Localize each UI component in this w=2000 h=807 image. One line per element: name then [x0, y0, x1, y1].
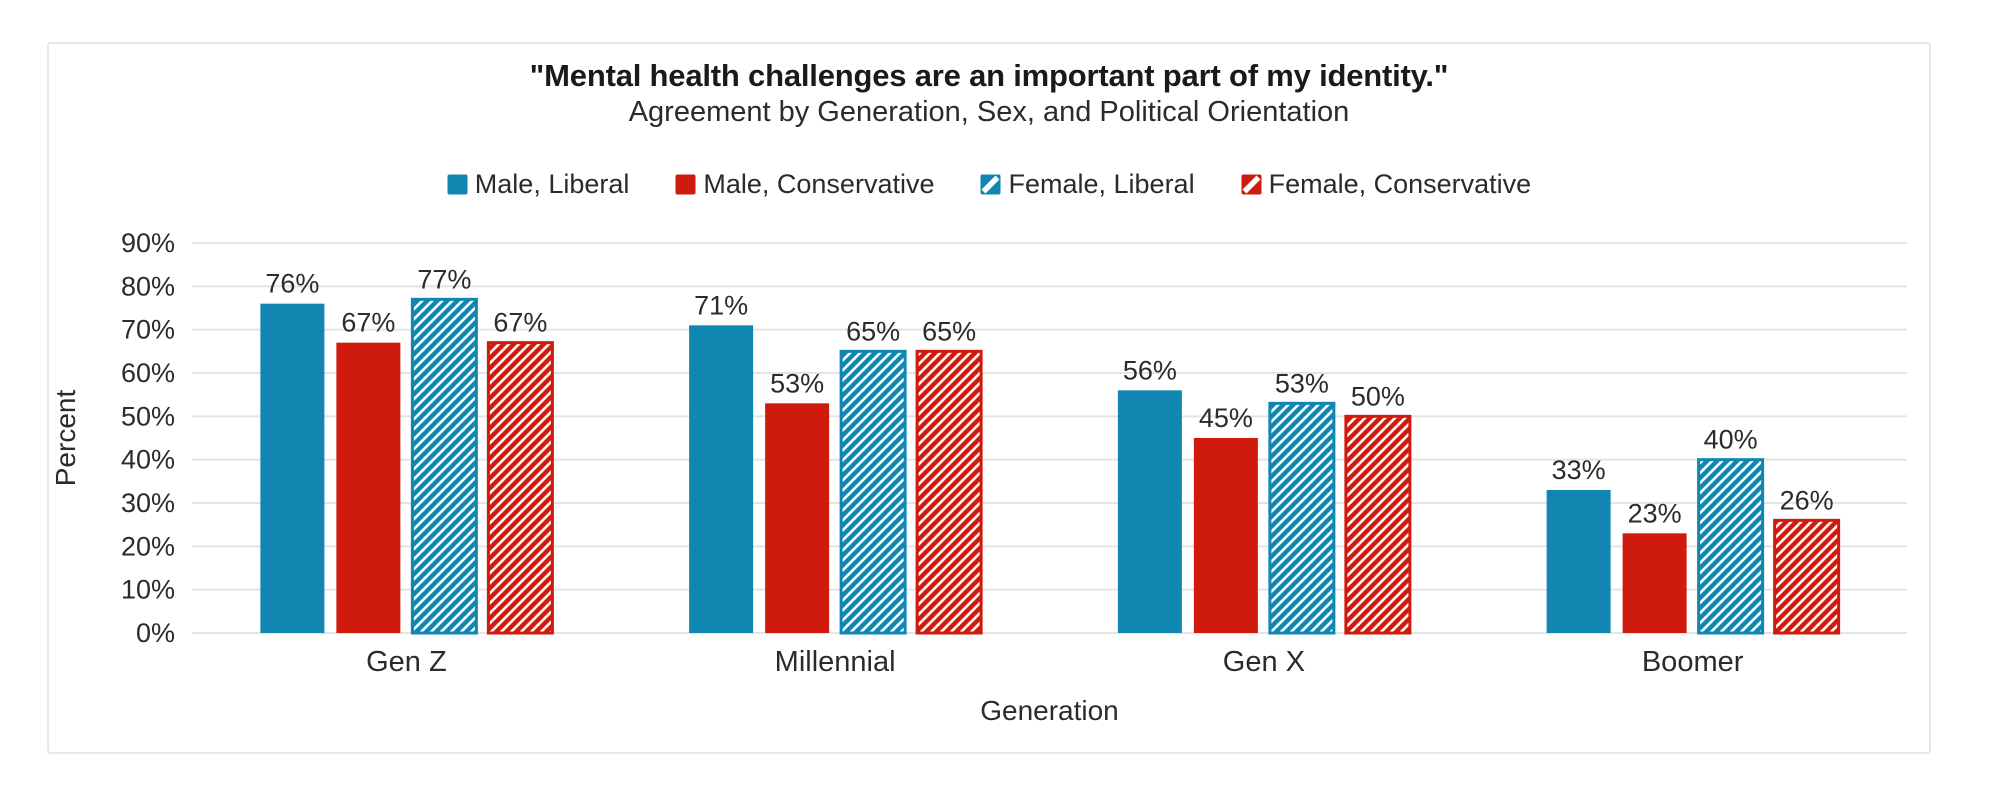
value-label: 77% — [417, 264, 471, 294]
y-tick-label: 80% — [121, 271, 175, 301]
y-tick-label: 0% — [136, 618, 175, 648]
category-label: Boomer — [1642, 646, 1744, 678]
value-label: 53% — [770, 368, 824, 398]
bar-chart-plot: 0% 10% 20% 30% 40% 50% 60% 70% 80% 90% 76% 67% 77% 67… — [50, 228, 1907, 726]
y-tick-label: 70% — [121, 315, 175, 345]
bar — [1697, 458, 1765, 635]
bar — [1268, 401, 1336, 635]
y-tick-label: 50% — [121, 401, 175, 431]
bar — [765, 403, 830, 633]
y-tick-label: 20% — [121, 531, 175, 561]
legend-marker-hatched-icon — [980, 174, 1001, 194]
value-label: 53% — [1275, 368, 1329, 398]
bar — [1773, 518, 1841, 635]
value-label: 71% — [694, 290, 748, 320]
category-label: Gen Z — [366, 646, 447, 678]
bar — [1622, 533, 1687, 633]
value-label: 65% — [846, 316, 900, 346]
value-label: 23% — [1628, 498, 1682, 528]
bar — [839, 349, 907, 635]
chart-title: "Mental health challenges are an importa… — [529, 58, 1449, 93]
value-label: 67% — [493, 308, 547, 338]
value-label: 33% — [1552, 455, 1606, 485]
bar — [486, 341, 554, 635]
value-label: 45% — [1199, 403, 1253, 433]
value-label: 65% — [922, 316, 976, 346]
y-tick-label: 30% — [121, 488, 175, 518]
y-tick-label: 10% — [121, 575, 175, 605]
legend-label: Female, Liberal — [1008, 168, 1195, 199]
chart-card: "Mental health challenges are an importa… — [47, 42, 1931, 754]
value-label: 40% — [1704, 425, 1758, 455]
legend-marker-hatched-icon — [1241, 174, 1262, 194]
y-tick-label: 90% — [121, 228, 175, 258]
x-axis-title: Generation — [980, 695, 1119, 726]
legend-item: Female, Liberal — [980, 168, 1195, 200]
legend-item: Female, Conservative — [1241, 168, 1532, 200]
bar — [260, 303, 325, 633]
legend-marker-solid-icon — [675, 174, 696, 194]
value-label: 67% — [341, 308, 395, 338]
y-tick-label: 40% — [121, 445, 175, 475]
legend-item: Male, Liberal — [447, 168, 630, 200]
y-axis-title: Percent — [50, 390, 81, 487]
chart-legend: Male, Liberal Male, Conservative Female, L… — [49, 169, 1929, 199]
category-label: Millennial — [775, 646, 896, 678]
category-label: Gen X — [1223, 646, 1305, 678]
bar — [1344, 414, 1412, 635]
legend-label: Male, Liberal — [474, 168, 630, 199]
bar — [915, 349, 983, 635]
legend-label: Male, Conservative — [703, 168, 935, 199]
bar — [689, 325, 754, 633]
bar — [1193, 438, 1258, 633]
bar — [1117, 390, 1182, 633]
value-label: 50% — [1351, 381, 1405, 411]
legend-marker-solid-icon — [447, 174, 468, 194]
y-tick-label: 60% — [121, 358, 175, 388]
legend-item: Male, Conservative — [675, 169, 934, 200]
value-label: 56% — [1123, 355, 1177, 385]
chart-subtitle: Agreement by Generation, Sex, and Politi… — [628, 96, 1350, 128]
bar — [336, 342, 401, 633]
value-label: 76% — [265, 269, 319, 299]
y-axis-tick-labels: 0% 10% 20% 30% 40% 50% 60% 70% 80% 90% — [121, 228, 175, 648]
bar — [1546, 490, 1611, 633]
bar — [410, 297, 478, 635]
value-label: 26% — [1780, 485, 1834, 515]
legend-label: Female, Conservative — [1268, 168, 1532, 199]
